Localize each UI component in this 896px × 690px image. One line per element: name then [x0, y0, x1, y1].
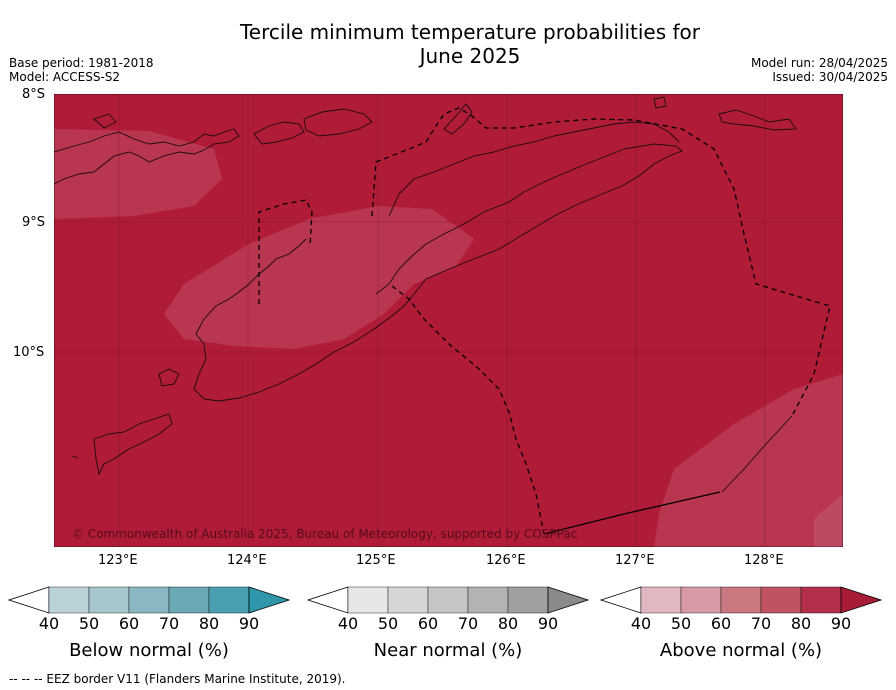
above-normal-segment-80: [800, 586, 842, 614]
below-normal-segment-40: [48, 586, 90, 614]
issued-date: Issued: 30/04/2025: [772, 70, 888, 84]
above-normal-segment-60: [720, 586, 762, 614]
meta-left: Base period: 1981-2018 Model: ACCESS-S2: [9, 56, 154, 84]
model-name: Model: ACCESS-S2: [9, 70, 121, 84]
eez-footnote: -- -- -- EEZ border V11 (Flanders Marine…: [9, 672, 346, 686]
lon-label-126: 126°E: [486, 553, 526, 568]
below-normal-colorbar: [8, 586, 290, 614]
coast-timor-north: [388, 121, 680, 217]
near-normal-tick-90: 90: [537, 614, 559, 633]
above-normal-extend-low: [600, 586, 642, 614]
below-normal-extend-low: [8, 586, 50, 614]
zone-above-80-nw: [54, 129, 222, 219]
near-normal-extend-low: [307, 586, 349, 614]
map-title: Tercile minimum temperature probabilitie…: [0, 20, 896, 68]
title-line-2: June 2025: [419, 44, 521, 68]
lon-label-125: 125°E: [356, 553, 396, 568]
lon-label-124: 124°E: [227, 553, 267, 568]
zone-above-80-central: [164, 206, 474, 349]
lon-label-123: 123°E: [98, 553, 138, 568]
copyright-text: © Commonwealth of Australia 2025, Bureau…: [72, 527, 577, 541]
near-normal-label: Near normal (%): [373, 640, 523, 661]
lon-label-128: 128°E: [744, 553, 784, 568]
near-normal-tick-50: 50: [377, 614, 399, 633]
above-normal-segment-50: [680, 586, 722, 614]
above-normal-extend-high: [840, 586, 882, 614]
above-normal-tick-40: 40: [630, 614, 652, 633]
lat-label-10s: 10°S: [13, 345, 45, 360]
above-normal-colorbar: [600, 586, 882, 614]
coast-sawu: [93, 413, 173, 476]
below-normal-segment-80: [208, 586, 250, 614]
near-normal-segment-40: [347, 586, 389, 614]
below-normal-tick-70: 70: [158, 614, 180, 633]
above-normal-label: Above normal (%): [659, 640, 823, 661]
above-normal-tick-70: 70: [750, 614, 772, 633]
coast-flores-alor: [54, 128, 240, 185]
near-normal-segment-70: [467, 586, 509, 614]
model-run: Model run: 28/04/2025: [750, 56, 888, 70]
below-normal-label: Below normal (%): [69, 640, 229, 661]
near-normal-extend-high: [547, 586, 589, 614]
below-normal-extend-high: [248, 586, 290, 614]
below-normal-segment-60: [128, 586, 170, 614]
zone-above-80-se-corner: [814, 494, 843, 547]
below-normal-segment-50: [88, 586, 130, 614]
coast-islet: [71, 455, 79, 459]
near-normal-tick-70: 70: [457, 614, 479, 633]
near-normal-segment-80: [507, 586, 549, 614]
above-normal-tick-60: 60: [710, 614, 732, 633]
above-normal-tick-50: 50: [670, 614, 692, 633]
below-normal-tick-80: 80: [198, 614, 220, 633]
coast-timor: [193, 143, 683, 402]
above-normal-segment-40: [640, 586, 682, 614]
coast-island-5: [653, 96, 667, 109]
lon-label-127: 127°E: [615, 553, 655, 568]
below-normal-segment-70: [168, 586, 210, 614]
coastlines: [54, 96, 797, 493]
above-normal-tick-80: 80: [790, 614, 812, 633]
below-normal-tick-60: 60: [118, 614, 140, 633]
lat-label-8s: 8°S: [22, 87, 46, 102]
above-normal-tick-90: 90: [830, 614, 852, 633]
near-normal-tick-40: 40: [337, 614, 359, 633]
eez-east: [371, 107, 831, 417]
graticule: [54, 94, 843, 547]
coast-island-6: [718, 109, 797, 131]
meta-right: Model run: 28/04/2025 Issued: 30/04/2025: [751, 56, 888, 84]
near-normal-segment-60: [427, 586, 469, 614]
coast-island-2: [303, 108, 373, 137]
coast-island-3: [93, 113, 117, 129]
map-plot: © Commonwealth of Australia 2025, Bureau…: [54, 94, 843, 547]
eez-west: [258, 199, 313, 304]
near-normal-colorbar: [307, 586, 589, 614]
below-normal-tick-50: 50: [78, 614, 100, 633]
zone-above-80-se: [654, 374, 843, 547]
above-normal-segment-70: [760, 586, 802, 614]
near-normal-tick-60: 60: [417, 614, 439, 633]
near-normal-tick-80: 80: [497, 614, 519, 633]
below-normal-tick-40: 40: [38, 614, 60, 633]
eez-solid-segment: [543, 491, 721, 535]
coast-island-1: [253, 121, 305, 145]
coast-island-4: [443, 103, 473, 135]
eez-borders: [258, 107, 831, 535]
lat-label-9s: 9°S: [22, 215, 46, 230]
coast-rote: [158, 368, 180, 387]
base-period: Base period: 1981-2018: [9, 56, 154, 70]
below-normal-tick-90: 90: [238, 614, 260, 633]
eez-south: [391, 285, 545, 535]
near-normal-segment-50: [387, 586, 429, 614]
title-line-1: Tercile minimum temperature probabilitie…: [239, 20, 701, 44]
coast-se: [721, 415, 793, 493]
